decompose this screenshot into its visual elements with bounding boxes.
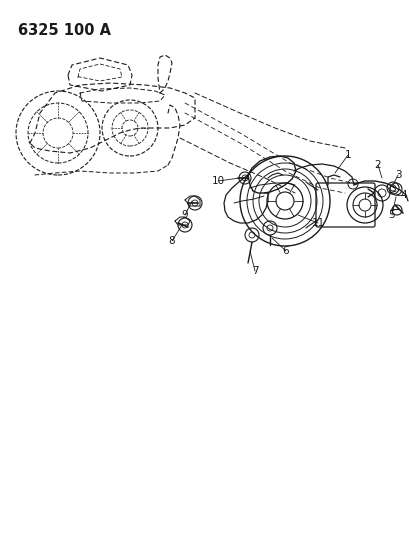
Text: 4: 4 <box>400 190 406 200</box>
Text: 8: 8 <box>168 236 175 246</box>
Text: 1: 1 <box>344 150 351 160</box>
Text: 6: 6 <box>282 246 289 256</box>
Text: 7: 7 <box>251 266 258 276</box>
Text: 10: 10 <box>211 176 224 186</box>
Text: 11: 11 <box>310 218 324 228</box>
Text: 9: 9 <box>181 210 188 220</box>
Text: 3: 3 <box>394 170 400 180</box>
Text: 5: 5 <box>388 210 394 220</box>
Text: 6325 100 A: 6325 100 A <box>18 23 111 38</box>
Text: 2: 2 <box>374 160 380 170</box>
